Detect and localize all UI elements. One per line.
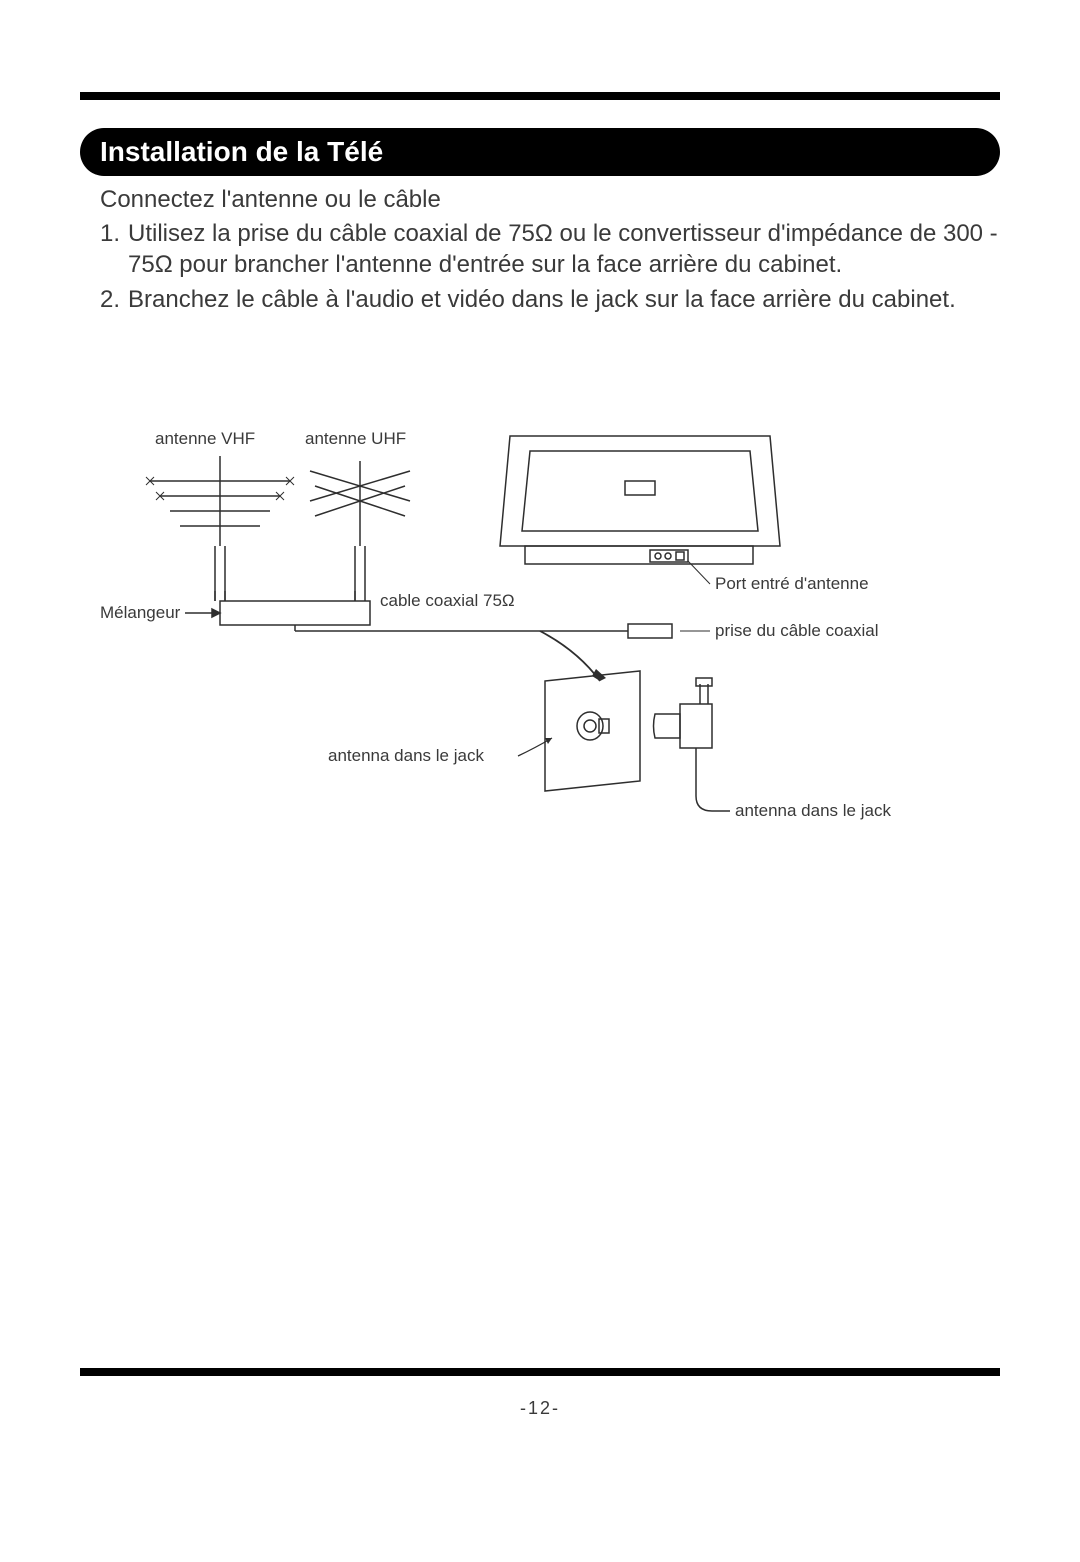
coax-cable-label: cable coaxial 75Ω <box>380 591 515 610</box>
subtitle: Connectez l'antenne ou le câble <box>100 186 441 214</box>
connector-icon <box>654 678 731 811</box>
tv-back-icon <box>500 436 780 564</box>
list-item: 1. Utilisez la prise du câble coaxial de… <box>100 218 1000 280</box>
coax-cable-icon <box>295 621 628 631</box>
item-text: Branchez le câble à l'audio et vidéo dan… <box>128 284 1000 315</box>
jack2-label: antenna dans le jack <box>735 801 891 820</box>
jack1-leader-icon <box>518 738 552 756</box>
uhf-label: antenne UHF <box>305 429 406 448</box>
coax-plug-label: prise du câble coaxial <box>715 621 878 640</box>
mixer-arrow-icon <box>185 609 220 617</box>
instruction-list: 1. Utilisez la prise du câble coaxial de… <box>100 218 1000 320</box>
coax-plug-icon <box>628 624 672 638</box>
vhf-label: antenne VHF <box>155 429 255 448</box>
wall-plate-icon <box>545 671 640 791</box>
mixer-icon <box>215 591 370 625</box>
page-number: -12- <box>0 1398 1080 1419</box>
page-frame: Installation de la Télé Connectez l'ante… <box>80 92 1000 1376</box>
down-arrow-icon <box>540 631 606 681</box>
section-header: Installation de la Télé <box>80 128 1000 176</box>
antenna-diagram: antenne VHF antenne UHF Mélangeur <box>80 426 1000 886</box>
section-title: Installation de la Télé <box>100 136 383 167</box>
vhf-antenna-icon <box>146 456 294 601</box>
uhf-antenna-icon <box>310 461 410 601</box>
item-number: 2. <box>100 284 128 315</box>
item-text: Utilisez la prise du câble coaxial de 75… <box>128 218 1000 280</box>
item-number: 1. <box>100 218 128 280</box>
mixer-label: Mélangeur <box>100 603 181 622</box>
jack1-label: antenna dans le jack <box>328 746 484 765</box>
list-item: 2. Branchez le câble à l'audio et vidéo … <box>100 284 1000 315</box>
antenna-port-label: Port entré d'antenne <box>715 574 869 593</box>
